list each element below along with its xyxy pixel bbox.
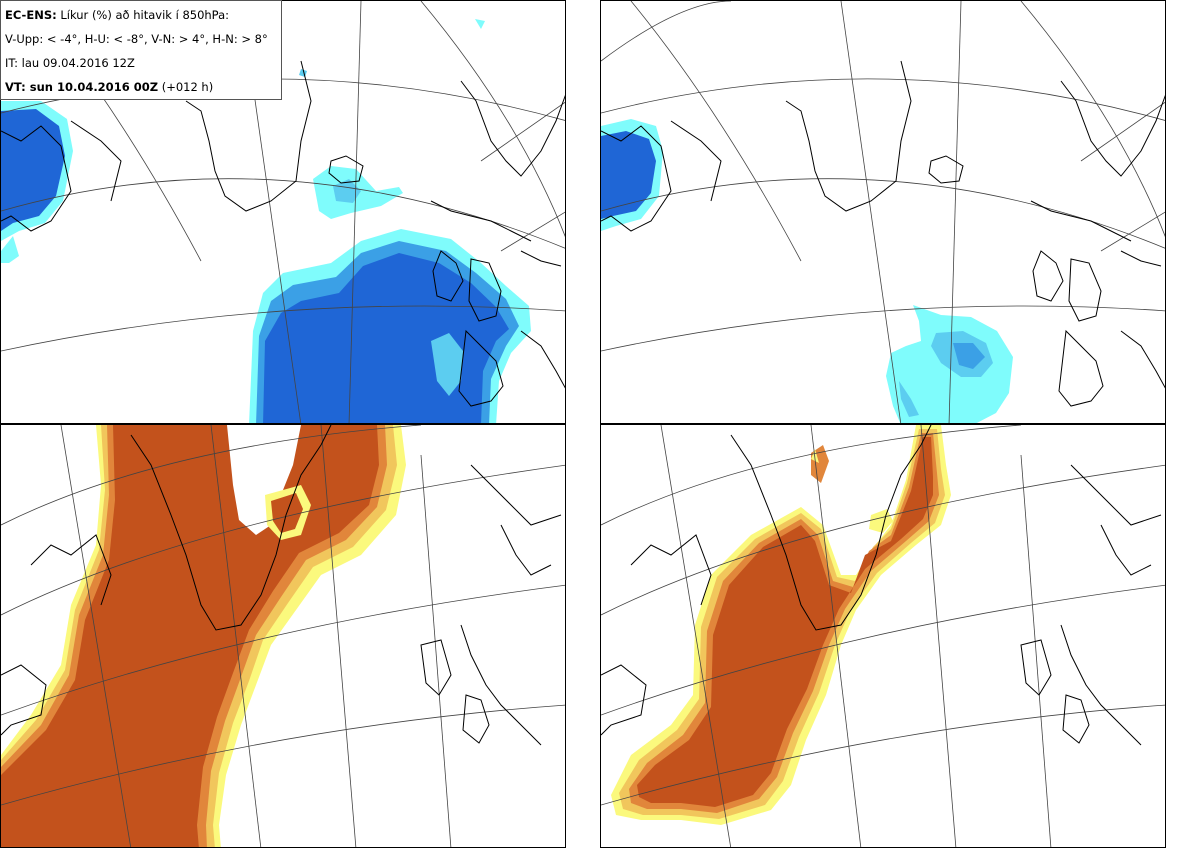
info-box: EC-ENS: Líkur (%) að hitavik í 850hPa: V…: [0, 0, 282, 100]
probability-area: [637, 437, 933, 807]
coastlines: [1, 60, 565, 407]
probability-area: [431, 333, 463, 396]
map-panel-warm-8: 1009565355: [600, 424, 1166, 848]
probability-area: [899, 381, 919, 417]
graticule: [601, 1, 1165, 423]
probability-area: [1, 236, 19, 263]
map-canvas: [601, 425, 1165, 847]
map-canvas: [601, 1, 1165, 423]
lead-time: (+012 h): [161, 80, 214, 94]
graticule: [601, 425, 1165, 847]
probability-area: [869, 509, 893, 533]
map-canvas: [1, 425, 565, 847]
coastlines: [601, 425, 1162, 746]
map-panel-cold-8: 1009565355: [600, 0, 1166, 424]
graticule: [1, 425, 565, 847]
probability-area: [953, 343, 985, 369]
probability-area: [333, 179, 361, 203]
coastlines: [1, 425, 562, 746]
model-label: EC-ENS:: [5, 8, 57, 22]
title-text: Líkur (%) að hitavik í 850hPa:: [60, 8, 230, 22]
valid-time: VT: sun 10.04.2016 00Z: [5, 80, 159, 94]
initial-time: IT: lau 09.04.2016 12Z: [5, 56, 135, 70]
title-line: EC-ENS: Líkur (%) að hitavik í 850hPa:: [5, 5, 277, 29]
valid-time-line: VT: sun 10.04.2016 00Z (+012 h): [5, 77, 277, 101]
probability-area: [475, 19, 485, 29]
probability-area: [1, 425, 379, 847]
map-panel-warm-4: 1009565355: [0, 424, 566, 848]
map-canvas: [1, 1, 565, 423]
probability-area: [1, 109, 65, 231]
probability-area: [601, 131, 656, 219]
map-panel-cold-4: 1009565355: [0, 0, 566, 424]
legend-line: V-Upp: < -4°, H-U: < -8°, V-N: > 4°, H-N…: [5, 32, 268, 46]
coastlines: [601, 60, 1165, 407]
